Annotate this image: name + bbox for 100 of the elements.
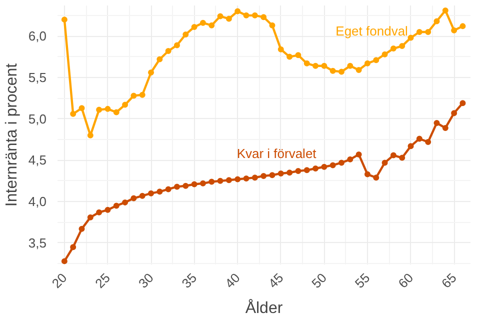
point [70,244,76,250]
point [70,110,76,117]
y-tick-label: 4,0 [28,194,47,210]
point [208,22,215,28]
point [208,178,215,185]
point [364,171,370,178]
point [330,68,336,74]
point [442,7,448,14]
point [356,67,362,74]
point [286,170,293,176]
point [460,23,466,30]
point [278,46,284,52]
point [451,27,458,34]
x-tick-label: 65 [438,270,460,292]
point [130,195,137,202]
y-tick-label: 5,0 [28,111,47,126]
point [243,12,250,18]
point [425,139,432,146]
point [278,170,284,176]
point [312,62,319,69]
x-tick-label: 50 [308,270,330,292]
point [191,24,198,30]
point [399,43,406,50]
point [234,8,241,14]
point [156,188,163,195]
point [148,70,154,76]
point [252,12,258,18]
point [373,57,380,64]
point [330,162,336,168]
point [373,174,380,181]
x-tick-label: 45 [265,270,286,292]
point [416,28,422,35]
point [226,177,232,184]
point [295,168,302,174]
point [191,181,198,188]
point [408,143,414,150]
x-tick-label: 20 [48,270,70,292]
point [321,164,328,170]
point [260,172,267,179]
point [304,60,310,66]
point [200,20,206,26]
point [78,105,85,112]
point [312,166,319,172]
point [200,180,206,186]
point [364,60,370,66]
point [96,209,102,216]
x-axis-title: Ålder [245,299,284,318]
x-tick-label: 60 [395,270,416,292]
point [252,174,258,181]
point [295,52,302,58]
point [382,160,388,166]
point [286,54,293,60]
y-tick-label: 3,5 [28,235,47,250]
point [174,42,180,48]
point [425,28,432,35]
point [347,62,354,69]
point [460,100,466,106]
point [356,151,362,158]
point [96,106,102,113]
point [434,120,440,126]
point [243,175,250,182]
y-axis-title: Internränta i procent [3,62,20,207]
point [182,31,189,38]
point [148,190,154,196]
point [78,226,85,232]
point [442,124,448,131]
point [304,167,310,174]
point [226,16,232,22]
point [156,56,163,62]
point [217,178,224,184]
point [104,206,111,213]
point [113,109,120,116]
point [338,68,344,75]
point [382,51,388,58]
point [165,48,172,54]
point [139,192,146,199]
point [347,156,354,162]
point [139,92,146,98]
y-tick-label: 6,0 [28,28,47,44]
point [174,184,180,190]
point [269,22,276,28]
point [87,214,94,220]
point [269,172,276,178]
x-tick-label: 30 [135,270,156,292]
point [182,182,189,189]
y-tick-label: 5,5 [28,70,47,85]
x-tick-label: 40 [222,270,243,292]
point [113,202,120,209]
point [104,106,111,112]
point [217,13,224,20]
point [399,154,406,161]
point [61,258,68,264]
point [165,186,172,192]
point [260,14,267,20]
x-tick-label: 55 [352,270,373,292]
point [122,199,128,206]
point [390,46,396,52]
point [408,34,414,41]
x-tick-label: 25 [92,270,114,292]
point [234,176,241,182]
